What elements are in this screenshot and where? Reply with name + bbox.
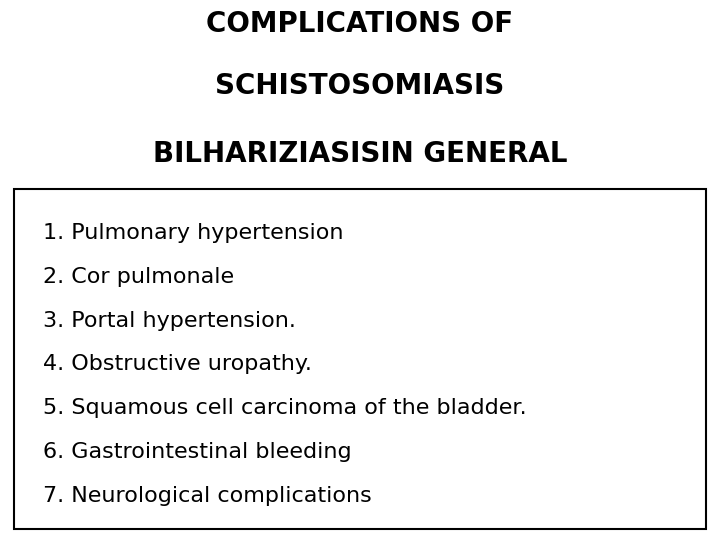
Text: 2. Cor pulmonale: 2. Cor pulmonale xyxy=(43,267,234,287)
Text: COMPLICATIONS OF: COMPLICATIONS OF xyxy=(207,10,513,38)
Text: SCHISTOSOMIASIS: SCHISTOSOMIASIS xyxy=(215,72,505,100)
FancyBboxPatch shape xyxy=(14,189,706,529)
Text: 1. Pulmonary hypertension: 1. Pulmonary hypertension xyxy=(43,222,343,242)
Text: 3. Portal hypertension.: 3. Portal hypertension. xyxy=(43,310,296,330)
Text: BILHARIZIASISIN GENERAL: BILHARIZIASISIN GENERAL xyxy=(153,140,567,168)
Text: 7. Neurological complications: 7. Neurological complications xyxy=(43,487,372,507)
Text: 4. Obstructive uropathy.: 4. Obstructive uropathy. xyxy=(43,354,312,375)
Text: 6. Gastrointestinal bleeding: 6. Gastrointestinal bleeding xyxy=(43,442,352,462)
Text: 5. Squamous cell carcinoma of the bladder.: 5. Squamous cell carcinoma of the bladde… xyxy=(43,399,527,418)
